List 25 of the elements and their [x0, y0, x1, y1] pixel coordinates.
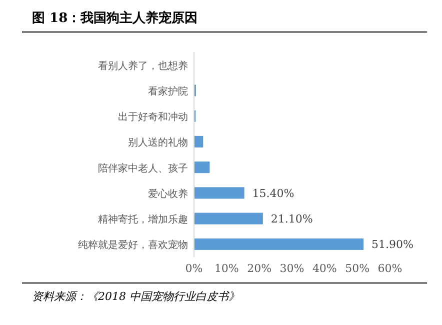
text: 资料来源：《2018 中国宠物行业白皮书》	[32, 290, 240, 303]
data-label: 21.10%	[270, 212, 313, 226]
x-tick-label: 40%	[312, 262, 337, 275]
bar	[194, 238, 364, 250]
x-tick-label: 60%	[378, 262, 402, 275]
x-tick-label: 30%	[280, 262, 304, 275]
x-tick-label: 50%	[345, 262, 370, 275]
y-tick-label: 出于好奇和冲动	[118, 111, 188, 124]
data-label: 51.90%	[372, 238, 414, 252]
y-tick-label: 纯粹就是爱好，喜欢宠物	[78, 239, 188, 252]
chart-title: 图 18：我国狗主人养宠原因	[32, 10, 198, 26]
data-label: 15.40%	[252, 186, 294, 200]
bar	[194, 162, 210, 174]
y-tick-label: 精神寄托，增加乐趣	[98, 214, 188, 226]
y-tick-label: 看别人养了，也想养	[98, 60, 188, 72]
bar	[194, 187, 244, 199]
y-tick-label: 别人送的礼物	[128, 136, 188, 149]
x-tick-label: 10%	[214, 262, 239, 275]
x-tick-label: 20%	[247, 262, 272, 275]
bar	[194, 136, 204, 148]
y-tick-label: 看家护院	[148, 85, 188, 98]
bar	[194, 212, 263, 224]
y-tick-label: 爱心收养	[148, 188, 188, 200]
x-tick-label: 0%	[185, 262, 203, 275]
y-tick-label: 陪伴家中老人、孩子	[98, 162, 188, 174]
